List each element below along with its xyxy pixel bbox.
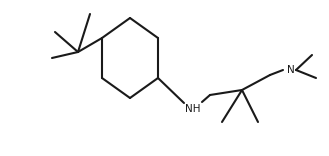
Text: N: N [287,65,295,75]
Text: NH: NH [185,104,201,114]
